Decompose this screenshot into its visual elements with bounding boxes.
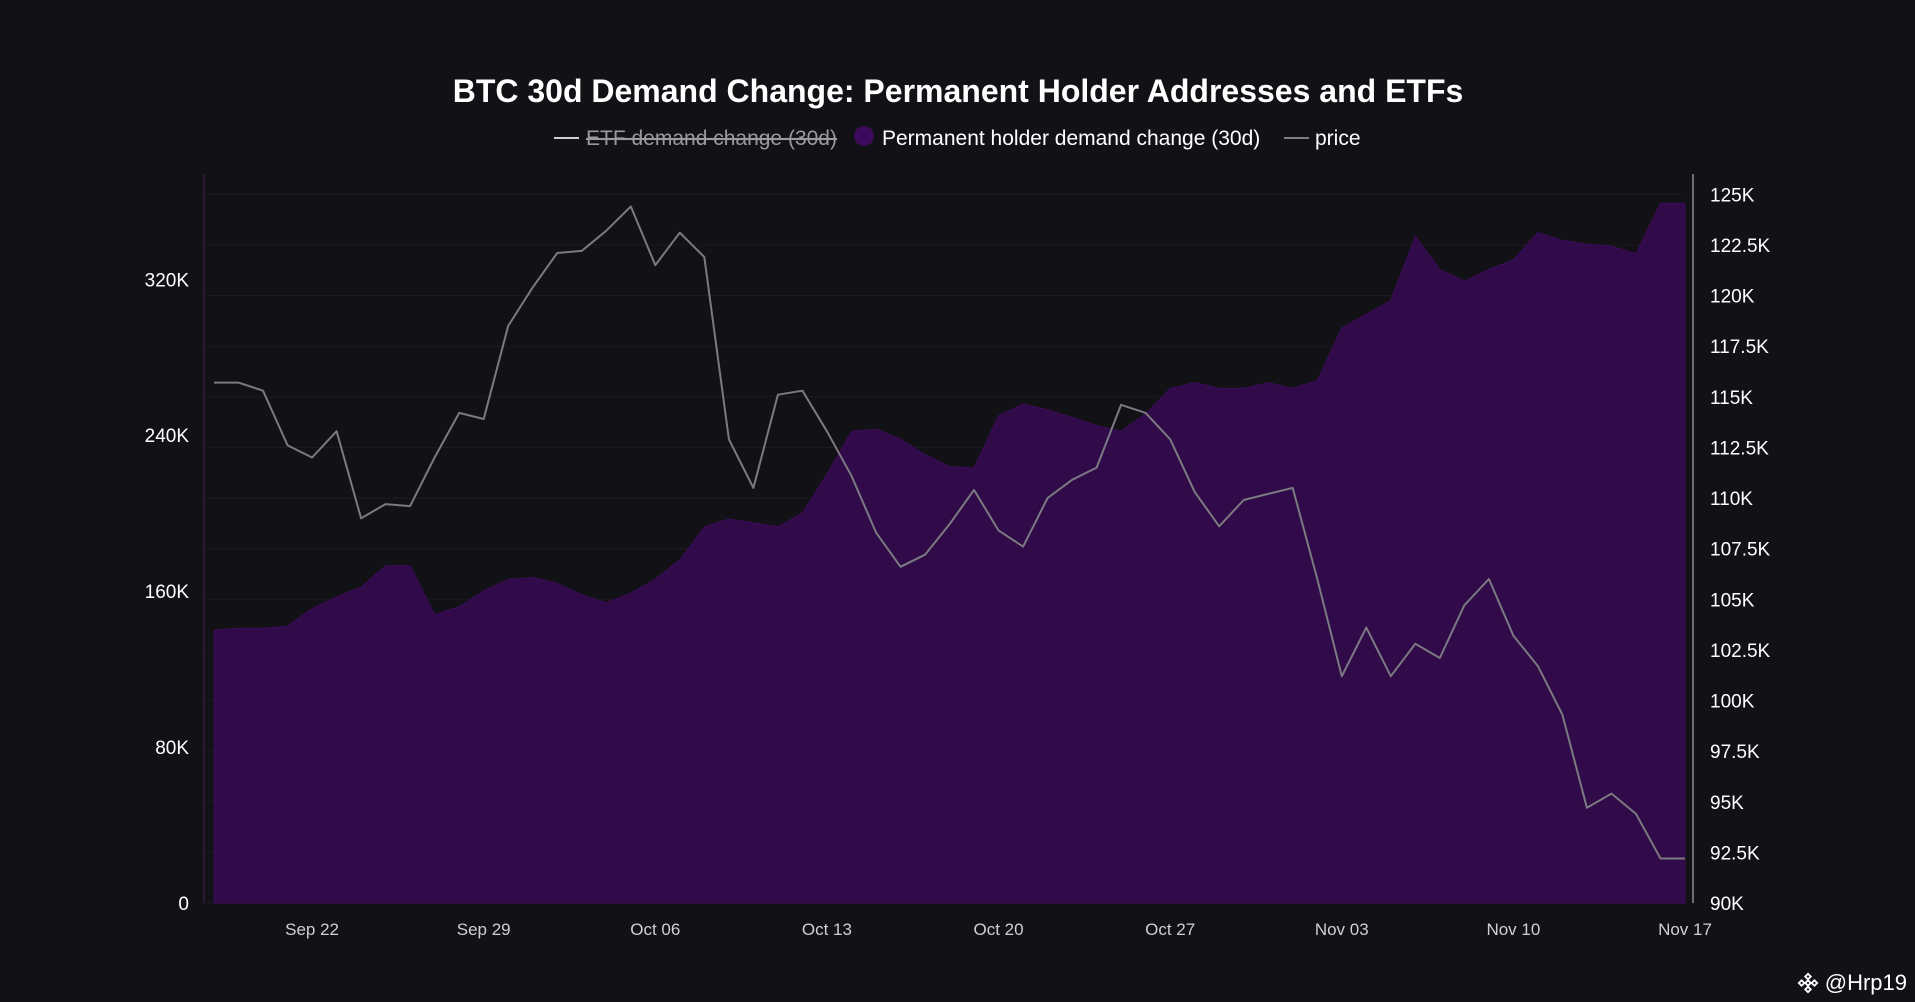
x-tick-label: Oct 20 — [973, 920, 1023, 939]
x-tick-label: Sep 22 — [285, 920, 339, 939]
left-tick-label: 0 — [178, 894, 189, 915]
right-tick-label: 107.5K — [1710, 540, 1771, 561]
legend: ETF demand change (30d) Permanent holder… — [554, 126, 1361, 150]
right-tick-label: 90K — [1710, 894, 1744, 915]
right-tick-label: 120K — [1710, 287, 1755, 308]
watermark-handle: @Hrp19 — [1824, 970, 1907, 995]
x-axis-ticks: Sep 22 Sep 29 Oct 06 Oct 13 Oct 20 Oct 27 Nov … — [285, 920, 1712, 939]
left-tick-label: 320K — [145, 270, 190, 291]
right-tick-label: 105K — [1710, 590, 1755, 611]
legend-label-etf-demand: ETF demand change (30d) — [586, 127, 837, 150]
right-tick-label: 115K — [1710, 388, 1753, 409]
legend-dot-permanent-holder — [854, 126, 874, 146]
legend-label-price: price — [1315, 127, 1361, 150]
right-tick-label: 95K — [1710, 793, 1744, 814]
x-tick-label: Nov 17 — [1658, 920, 1712, 939]
x-tick-label: Sep 29 — [457, 920, 511, 939]
x-tick-label: Nov 10 — [1486, 920, 1540, 939]
right-tick-label: 102.5K — [1710, 641, 1771, 662]
legend-item-price[interactable]: price — [1284, 127, 1361, 150]
left-tick-label: 240K — [145, 426, 190, 447]
right-tick-label: 125K — [1710, 185, 1755, 206]
legend-item-permanent-holder[interactable]: Permanent holder demand change (30d) — [854, 126, 1260, 150]
x-tick-label: Oct 13 — [802, 920, 852, 939]
right-tick-label: 92.5K — [1710, 843, 1760, 864]
right-tick-label: 122.5K — [1710, 236, 1771, 257]
right-tick-label: 110K — [1710, 489, 1753, 510]
right-tick-label: 117.5K — [1710, 337, 1769, 358]
legend-item-etf-demand[interactable]: ETF demand change (30d) — [554, 127, 837, 150]
legend-label-permanent-holder: Permanent holder demand change (30d) — [882, 127, 1260, 150]
left-tick-label: 160K — [145, 582, 190, 603]
watermark: @Hrp19 — [1797, 970, 1907, 996]
x-tick-label: Oct 06 — [630, 920, 680, 939]
left-tick-label: 80K — [155, 738, 189, 759]
right-tick-label: 100K — [1710, 692, 1755, 713]
binance-diamond-icon — [1797, 972, 1819, 994]
x-tick-label: Oct 27 — [1145, 920, 1195, 939]
right-tick-label: 97.5K — [1710, 742, 1760, 763]
right-tick-label: 112.5K — [1710, 438, 1769, 459]
x-tick-label: Nov 03 — [1315, 920, 1369, 939]
price-line[interactable] — [214, 205, 1685, 860]
right-axis-ticks: 90K 92.5K 95K 97.5K 100K 102.5K 105K 107.5K 110K… — [1710, 185, 1771, 915]
left-axis-ticks: 0 80K 160K 240K 320K — [145, 270, 190, 915]
permanent-holder-area[interactable] — [213, 202, 1686, 904]
chart-title: BTC 30d Demand Change: Permanent Holder … — [453, 73, 1464, 109]
